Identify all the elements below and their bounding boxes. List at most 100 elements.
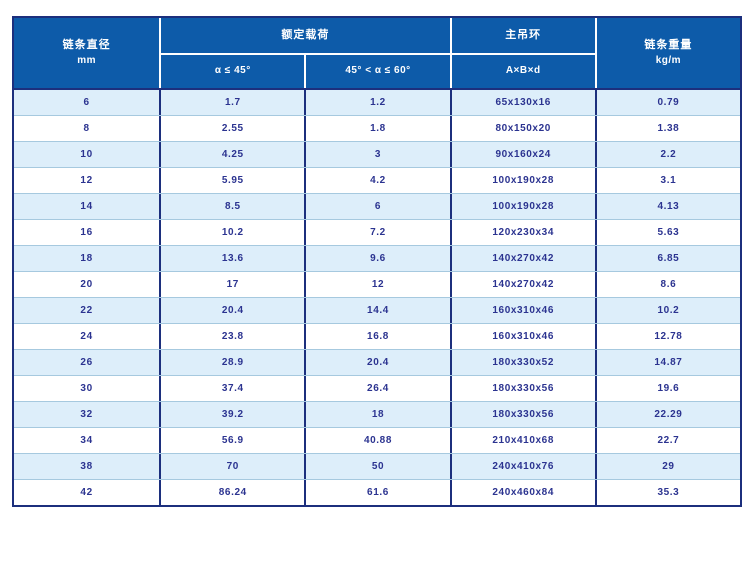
cell-main-ring-size: 140x270x42 [449,246,595,271]
cell-load-angle-45-to-60: 61.6 [304,480,449,505]
cell-load-angle-lte-45: 70 [159,454,304,479]
table-row: 8 2.55 1.8 80x150x20 1.38 [14,115,740,141]
cell-chain-weight: 4.13 [594,194,740,219]
cell-chain-weight: 14.87 [594,350,740,375]
cell-chain-diameter: 14 [80,201,93,212]
cell-load-angle-45-to-60: 16.8 [304,324,449,349]
table-row: 38 70 50 240x410x76 29 [14,453,740,479]
cell-chain-weight: 19.6 [594,376,740,401]
cell-chain-weight: 29 [594,454,740,479]
cell-chain-diameter: 16 [80,227,93,238]
cell-main-ring-size: 160x310x46 [449,298,595,323]
cell-chain-weight: 12.78 [594,324,740,349]
cell-chain-weight: 0.79 [594,90,740,115]
cell-load-angle-45-to-60: 9.6 [304,246,449,271]
table-row: 14 8.5 6 100x190x28 4.13 [14,193,740,219]
cell-load-angle-lte-45: 39.2 [159,402,304,427]
table-row: 6 1.7 1.2 65x130x16 0.79 [14,90,740,115]
cell-main-ring-size: 120x230x34 [449,220,595,245]
cell-main-ring-size: 100x190x28 [449,194,595,219]
header-chain-weight-unit: kg/m [655,54,682,66]
cell-chain-weight: 22.7 [594,428,740,453]
cell-load-angle-lte-45: 28.9 [159,350,304,375]
cell-main-ring-size: 160x310x46 [449,324,595,349]
cell-load-angle-lte-45: 56.9 [159,428,304,453]
header-rated-load-title: 额定载荷 [281,28,330,41]
cell-chain-diameter: 20 [80,279,93,290]
table-row: 34 56.9 40.88 210x410x68 22.7 [14,427,740,453]
cell-main-ring-size: 90x160x24 [449,142,595,167]
table-row: 18 13.6 9.6 140x270x42 6.85 [14,245,740,271]
table-row: 26 28.9 20.4 180x330x52 14.87 [14,349,740,375]
table-row: 30 37.4 26.4 180x330x56 19.6 [14,375,740,401]
cell-load-angle-45-to-60: 26.4 [304,376,449,401]
cell-load-angle-lte-45: 8.5 [159,194,304,219]
cell-load-angle-45-to-60: 1.2 [304,90,449,115]
header-angle-45-to-60-label: 45° < α ≤ 60° [345,65,411,77]
cell-chain-weight: 5.63 [594,220,740,245]
cell-load-angle-45-to-60: 18 [304,402,449,427]
cell-chain-diameter: 38 [80,461,93,472]
cell-chain-weight: 3.1 [594,168,740,193]
cell-chain-diameter: 24 [80,331,93,342]
cell-chain-diameter: 22 [80,305,93,316]
table-header: 链条直径 mm 额定载荷 主吊环 链条重量 kg/m α ≤ 45° 45° <… [14,18,740,90]
cell-load-angle-lte-45: 1.7 [159,90,304,115]
cell-main-ring-size: 210x410x68 [449,428,595,453]
cell-load-angle-lte-45: 86.24 [159,480,304,505]
table-row: 32 39.2 18 180x330x56 22.29 [14,401,740,427]
header-chain-diameter-title: 链条直径 [62,38,111,51]
cell-chain-diameter: 10 [80,149,93,160]
cell-chain-weight: 10.2 [594,298,740,323]
cell-load-angle-45-to-60: 1.8 [304,116,449,141]
cell-load-angle-lte-45: 13.6 [159,246,304,271]
table-row: 12 5.95 4.2 100x190x28 3.1 [14,167,740,193]
cell-chain-diameter: 8 [83,123,90,134]
header-main-ring: 主吊环 [449,18,595,53]
cell-load-angle-45-to-60: 3 [304,142,449,167]
cell-chain-diameter: 34 [80,435,93,446]
header-ring-dims: A×B×d [449,53,595,88]
header-chain-weight-title: 链条重量 [644,38,693,51]
header-angle-lte-45-label: α ≤ 45° [214,65,251,77]
table-row: 10 4.25 3 90x160x24 2.2 [14,141,740,167]
cell-chain-diameter: 6 [83,97,90,108]
table-row: 24 23.8 16.8 160x310x46 12.78 [14,323,740,349]
cell-chain-diameter: 32 [80,409,93,420]
table-body: 6 1.7 1.2 65x130x16 0.79 8 2.55 1.8 80x1… [14,90,740,505]
cell-main-ring-size: 240x460x84 [449,480,595,505]
cell-load-angle-lte-45: 4.25 [159,142,304,167]
cell-load-angle-lte-45: 20.4 [159,298,304,323]
header-chain-diameter: 链条直径 mm [14,18,159,88]
cell-main-ring-size: 80x150x20 [449,116,595,141]
cell-load-angle-lte-45: 37.4 [159,376,304,401]
header-rated-load: 额定载荷 [159,18,449,53]
header-ring-dims-label: A×B×d [505,65,541,77]
cell-chain-diameter: 30 [80,383,93,394]
cell-main-ring-size: 240x410x76 [449,454,595,479]
cell-load-angle-lte-45: 17 [159,272,304,297]
cell-load-angle-45-to-60: 4.2 [304,168,449,193]
cell-chain-weight: 1.38 [594,116,740,141]
cell-main-ring-size: 100x190x28 [449,168,595,193]
table-row: 20 17 12 140x270x42 8.6 [14,271,740,297]
cell-load-angle-45-to-60: 14.4 [304,298,449,323]
cell-chain-diameter: 42 [80,487,93,498]
table-row: 22 20.4 14.4 160x310x46 10.2 [14,297,740,323]
cell-main-ring-size: 180x330x56 [449,376,595,401]
cell-main-ring-size: 180x330x56 [449,402,595,427]
cell-main-ring-size: 180x330x52 [449,350,595,375]
cell-main-ring-size: 140x270x42 [449,272,595,297]
header-angle-lte-45: α ≤ 45° [159,53,305,88]
cell-chain-diameter: 26 [80,357,93,368]
cell-load-angle-45-to-60: 20.4 [304,350,449,375]
cell-load-angle-45-to-60: 7.2 [304,220,449,245]
cell-load-angle-lte-45: 23.8 [159,324,304,349]
cell-chain-weight: 8.6 [594,272,740,297]
cell-load-angle-45-to-60: 50 [304,454,449,479]
header-main-ring-title: 主吊环 [505,28,542,41]
cell-load-angle-45-to-60: 6 [304,194,449,219]
table-row: 16 10.2 7.2 120x230x34 5.63 [14,219,740,245]
cell-load-angle-45-to-60: 40.88 [304,428,449,453]
